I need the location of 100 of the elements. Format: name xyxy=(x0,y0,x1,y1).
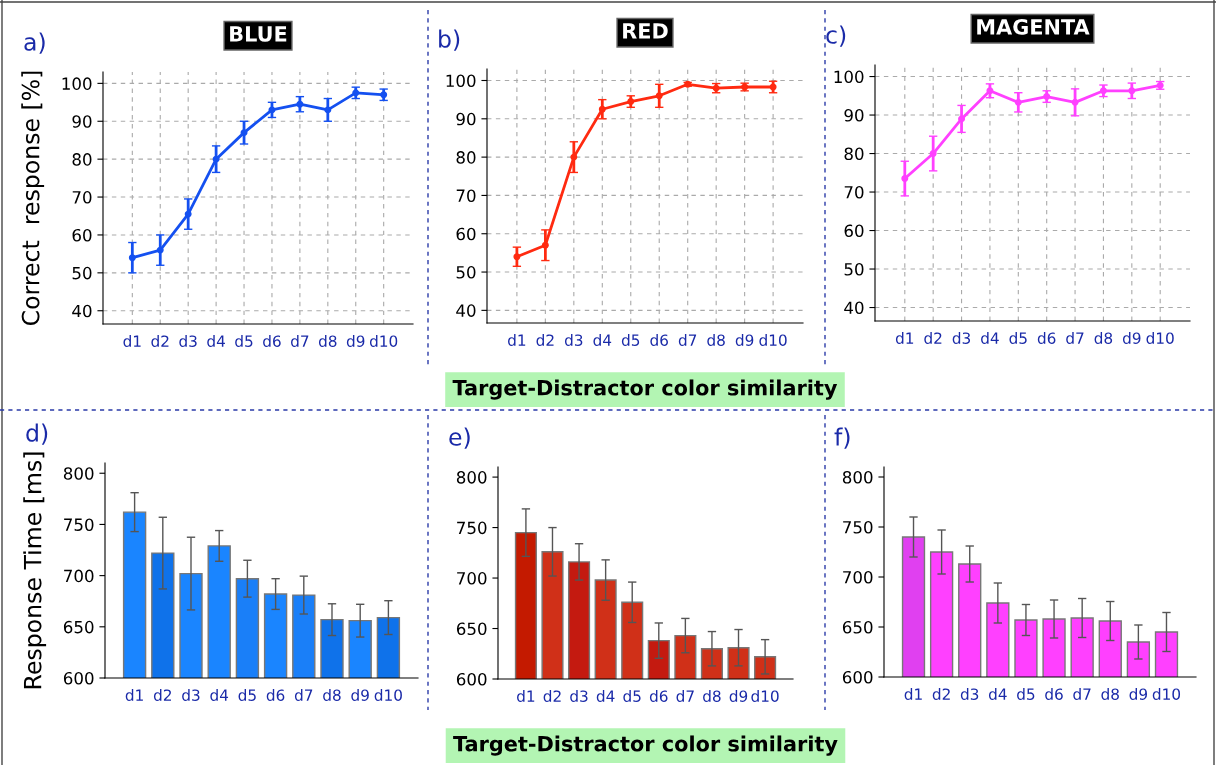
x-tick-label: d5 xyxy=(621,334,640,346)
y-tick-label: 90 xyxy=(72,115,92,128)
x-tick-label: d6 xyxy=(649,690,668,702)
y-tick-label: 80 xyxy=(844,147,864,161)
x-tick-label: d8 xyxy=(1094,332,1113,344)
point xyxy=(570,153,578,161)
x-tick-label: d7 xyxy=(1066,332,1084,344)
y-tick-label: 40 xyxy=(72,304,92,318)
x-tick-label: d6 xyxy=(263,335,281,347)
x-tick-label: d1 xyxy=(508,334,526,346)
x-tick-label: d4 xyxy=(210,689,229,701)
y-tick-label: 650 xyxy=(63,620,94,634)
point xyxy=(986,87,994,95)
x-tick-label: d9 xyxy=(346,335,365,347)
chart-title: RED xyxy=(623,23,668,39)
y-tick-label: 800 xyxy=(63,467,94,480)
text: a) xyxy=(24,32,45,54)
y-tick-label: 600 xyxy=(456,672,487,686)
y-tick-label: 700 xyxy=(843,570,873,584)
x-tick-label: d2 xyxy=(536,334,554,346)
y-tick-label: 800 xyxy=(456,471,487,484)
x-tick-label: d2 xyxy=(924,332,942,344)
y-tick-label: 100 xyxy=(62,77,92,90)
y-tick-label: 650 xyxy=(842,620,873,634)
point xyxy=(513,253,521,261)
chart-title: MAGENTA xyxy=(977,18,1090,35)
x-tick-label: d5 xyxy=(235,335,253,347)
x-tick-label: d4 xyxy=(207,335,225,347)
x-tick-label: d4 xyxy=(593,334,612,346)
x-tick-label: d3 xyxy=(960,688,979,700)
x-tick-label: d10 xyxy=(751,690,779,702)
point xyxy=(541,241,549,249)
x-tick-label: d3 xyxy=(570,690,588,702)
point xyxy=(901,175,909,183)
y-tick-label: 600 xyxy=(63,671,94,685)
x-tick-label: d9 xyxy=(351,689,369,701)
y-tick-label: 100 xyxy=(446,74,476,88)
x-tick-label: d10 xyxy=(374,689,402,701)
y-tick-label: 80 xyxy=(72,153,92,166)
y-tick-label: 70 xyxy=(456,189,476,202)
y-tick-label: 90 xyxy=(456,112,476,126)
y-tick-label: 650 xyxy=(456,622,487,636)
x-tick-label: d7 xyxy=(294,689,313,701)
point xyxy=(240,129,248,137)
point xyxy=(929,150,937,158)
y-tick-label: 600 xyxy=(842,670,873,684)
y-tick-label: 70 xyxy=(844,186,864,199)
x-tick-label: d4 xyxy=(981,332,999,344)
x-tick-label: d10 xyxy=(369,335,398,347)
x-tick-label: d3 xyxy=(952,332,971,344)
x-tick-label: d2 xyxy=(932,688,950,700)
point xyxy=(184,210,192,218)
y-tick-label: 50 xyxy=(72,266,92,280)
y-tick-label: 60 xyxy=(844,224,864,238)
y-axis-title: Correct response [%] xyxy=(21,71,45,326)
point xyxy=(268,106,276,114)
x-tick-label: d2 xyxy=(153,689,171,701)
x-tick-label: d1 xyxy=(895,332,914,344)
x-tick-label: d8 xyxy=(1101,688,1119,700)
y-tick-label: 750 xyxy=(843,520,873,534)
x-tick-label: d1 xyxy=(123,335,141,347)
point xyxy=(324,106,332,114)
x-tick-label: d7 xyxy=(291,335,309,347)
x-axis-title: Target-Distractor color similarity xyxy=(452,379,838,400)
x-tick-label: d8 xyxy=(318,335,337,347)
x-tick-label: d9 xyxy=(1122,332,1141,344)
x-tick-label: d6 xyxy=(650,334,668,346)
point xyxy=(1014,98,1022,106)
x-tick-label: d10 xyxy=(1152,688,1181,700)
y-tick-label: 800 xyxy=(842,470,873,484)
y-tick-label: 70 xyxy=(72,191,92,204)
y-tick-label: 700 xyxy=(64,569,94,583)
x-tick-label: d5 xyxy=(238,689,256,701)
point xyxy=(296,100,304,108)
x-tick-label: d5 xyxy=(623,690,641,702)
x-tick-label: d6 xyxy=(1045,688,1063,700)
text: b) xyxy=(439,29,460,51)
point xyxy=(1071,98,1079,106)
x-tick-label: d5 xyxy=(1017,688,1035,700)
point xyxy=(598,105,606,113)
x-tick-label: d10 xyxy=(759,334,787,346)
x-tick-label: d8 xyxy=(707,334,725,346)
y-tick-label: 60 xyxy=(72,228,92,242)
point xyxy=(212,155,220,163)
x-tick-label: d1 xyxy=(517,690,535,702)
point xyxy=(1128,87,1136,95)
x-tick-label: d6 xyxy=(266,689,285,701)
y-tick-label: 700 xyxy=(457,572,487,585)
text: d) xyxy=(26,423,48,445)
y-tick-label: 40 xyxy=(456,304,476,317)
x-tick-label: d8 xyxy=(703,690,721,702)
y-tick-label: 750 xyxy=(64,518,94,531)
chart-title: BLUE xyxy=(230,26,287,42)
x-tick-label: d4 xyxy=(988,688,1007,700)
y-tick-label: 50 xyxy=(844,262,864,276)
point xyxy=(156,246,164,254)
point xyxy=(655,92,663,100)
y-tick-label: 100 xyxy=(834,70,864,84)
x-tick-label: d3 xyxy=(564,334,583,346)
text: c) xyxy=(826,25,846,47)
